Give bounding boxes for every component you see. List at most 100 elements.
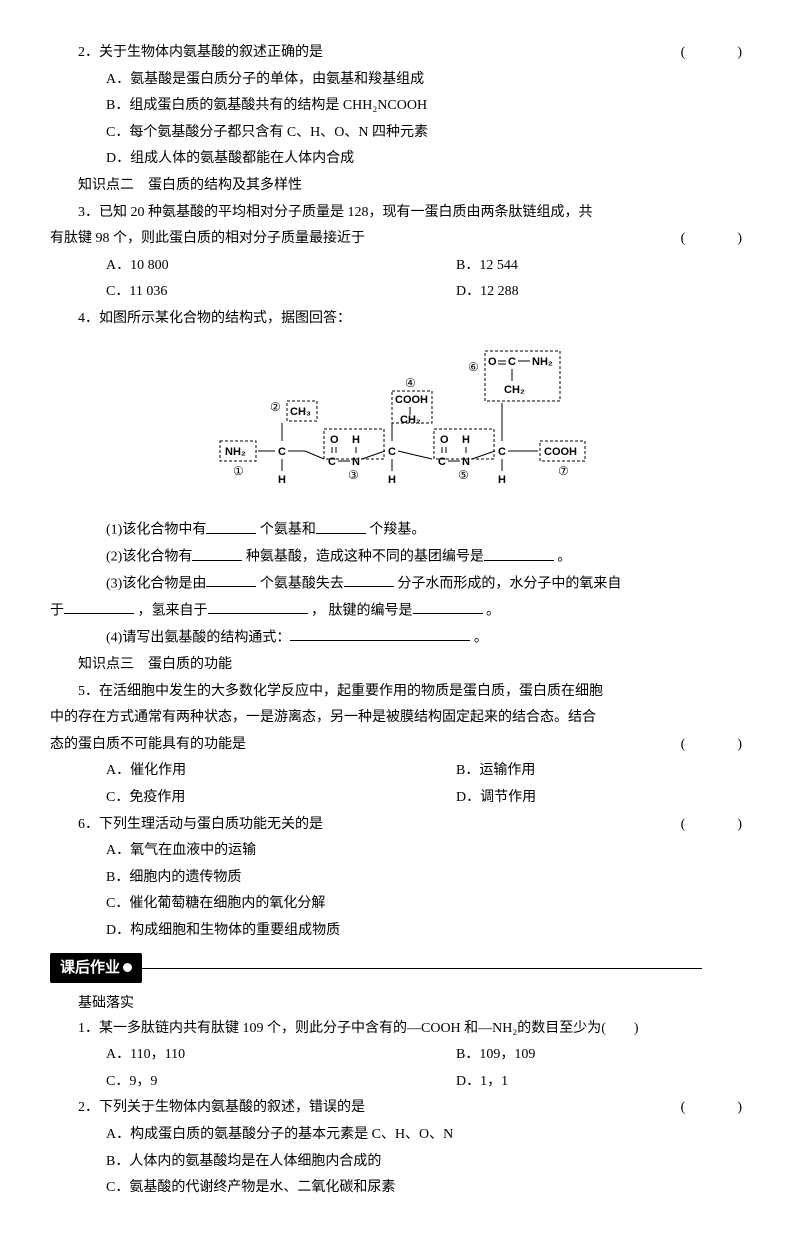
q4-1: (1)该化合物中有 个氨基和 个羧基。 <box>50 517 750 544</box>
q5-l2: 中的存在方式通常有两种状态，一是游离态，另一种是被膜结构固定起来的结合态。结合 <box>50 705 750 732</box>
blank[interactable] <box>208 598 308 614</box>
svg-text:COOH: COOH <box>544 446 577 458</box>
q6-opt-b: B．细胞内的遗传物质 <box>50 865 750 892</box>
p1-opt-c: C．9，9 <box>50 1069 400 1096</box>
q3-line2: 有肽键 98 个，则此蛋白质的相对分子质量最接近于 ( ) <box>50 226 750 253</box>
blank[interactable] <box>413 598 483 614</box>
p1-opt-b: B．109，109 <box>400 1042 750 1069</box>
q3-opt-d: D．12 288 <box>400 279 750 306</box>
q4-1c: 个羧基。 <box>369 523 425 538</box>
q4-4a-t: (4)请写出氨基酸的结构通式： <box>106 630 290 645</box>
q3-line1: 3．已知 20 种氨基酸的平均相对分子质量是 128，现有一蛋白质由两条肽链组成… <box>50 200 750 227</box>
blank[interactable] <box>344 571 394 587</box>
p2-stem: 2．下列关于生物体内氨基酸的叙述，错误的是 ( ) <box>50 1095 750 1122</box>
q4-stem: 4．如图所示某化合物的结构式，据图回答： <box>50 306 750 333</box>
p2-opt-a: A．构成蛋白质的氨基酸分子的基本元素是 C、H、O、N <box>50 1122 750 1149</box>
q6-opt-c: C．催化葡萄糖在细胞内的氧化分解 <box>50 891 750 918</box>
knowledge-point-2: 知识点二 蛋白质的结构及其多样性 <box>50 173 750 200</box>
q5-opt-b: B．运输作用 <box>400 758 750 785</box>
svg-text:CH₂: CH₂ <box>504 384 525 396</box>
q4-2c: 。 <box>557 550 571 565</box>
q3-row1: A．10 800 B．12 544 <box>50 253 750 280</box>
svg-text:C: C <box>438 456 446 468</box>
svg-text:H: H <box>278 474 286 486</box>
q3-paren: ( ) <box>681 226 750 253</box>
q5-opt-d: D．调节作用 <box>400 785 750 812</box>
svg-text:④: ④ <box>405 376 416 390</box>
q4-3d-t: 于 <box>50 603 64 618</box>
subsection-basic: 基础落实 <box>50 989 750 1016</box>
q2-opt-b: B．组成蛋白质的氨基酸共有的结构是 CHH₂NCOOH <box>50 93 750 120</box>
p2-opt-c: C．氨基酸的代谢终产物是水、二氧化碳和尿素 <box>50 1175 750 1202</box>
p1-opt-d: D．1，1 <box>400 1069 750 1096</box>
svg-text:O: O <box>488 356 497 368</box>
diagram-svg: .t{font-family:Arial,sans-serif;font-siz… <box>200 341 600 501</box>
q4-3b: 于 ，氢来自于 ， 肽键的编号是 。 <box>50 598 750 625</box>
q4-2a: (2)该化合物有 <box>106 550 192 565</box>
svg-text:COOH: COOH <box>395 394 428 406</box>
q5-opt-c: C．免疫作用 <box>50 785 400 812</box>
svg-text:H: H <box>462 434 470 446</box>
q2-opt-c: C．每个氨基酸分子都只含有 C、H、O、N 四种元素 <box>50 120 750 147</box>
q3-opt-a: A．10 800 <box>50 253 400 280</box>
q5-l1: 5．在活细胞中发生的大多数化学反应中，起重要作用的物质是蛋白质，蛋白质在细胞 <box>50 679 750 706</box>
q6-opt-d: D．构成细胞和生物体的重要组成物质 <box>50 918 750 945</box>
q5-l3: 态的蛋白质不可能具有的功能是 ( ) <box>50 732 750 759</box>
q2-opt-d: D．组成人体的氨基酸都能在人体内合成 <box>50 146 750 173</box>
q6-opt-a: A．氧气在血液中的运输 <box>50 838 750 865</box>
svg-text:NH₂: NH₂ <box>532 356 553 368</box>
svg-text:C: C <box>328 456 336 468</box>
svg-text:O: O <box>330 434 339 446</box>
svg-text:⑤: ⑤ <box>458 468 469 482</box>
svg-text:C: C <box>388 446 396 458</box>
q5-opt-a: A．催化作用 <box>50 758 400 785</box>
svg-text:O: O <box>440 434 449 446</box>
q6-paren: ( ) <box>681 812 750 839</box>
blank[interactable] <box>290 625 470 641</box>
svg-text:C: C <box>508 356 516 368</box>
blank[interactable] <box>206 517 256 533</box>
q4-1a: (1)该化合物中有 <box>106 523 206 538</box>
q2-stem: 2．关于生物体内氨基酸的叙述正确的是 ( ) <box>50 40 750 67</box>
svg-text:C: C <box>278 446 286 458</box>
blank[interactable] <box>206 571 256 587</box>
svg-text:N: N <box>352 456 360 468</box>
p2-stem-t: 2．下列关于生物体内氨基酸的叙述，错误的是 <box>78 1100 365 1115</box>
q4-3f-t: ， 肽键的编号是 <box>311 603 413 618</box>
q5-paren: ( ) <box>681 732 750 759</box>
p1-stem-t: 1．某一多肽链内共有肽键 109 个，则此分子中含有的—COOH 和—NH₂的数… <box>78 1021 639 1036</box>
q4-2: (2)该化合物有 种氨基酸，造成这种不同的基团编号是 。 <box>50 544 750 571</box>
peptide-diagram: .t{font-family:Arial,sans-serif;font-siz… <box>50 341 750 512</box>
blank[interactable] <box>192 544 242 560</box>
svg-text:③: ③ <box>348 468 359 482</box>
blank[interactable] <box>484 544 554 560</box>
p1-stem: 1．某一多肽链内共有肽键 109 个，则此分子中含有的—COOH 和—NH₂的数… <box>50 1016 750 1043</box>
svg-text:②: ② <box>270 400 281 414</box>
banner-text: 课后作业 <box>60 959 120 976</box>
blank[interactable] <box>64 598 134 614</box>
q4-3g-t: 。 <box>486 603 500 618</box>
q6-stem: 6．下列生理活动与蛋白质功能无关的是 ( ) <box>50 812 750 839</box>
svg-text:H: H <box>388 474 396 486</box>
q6-stem-t: 6．下列生理活动与蛋白质功能无关的是 <box>78 817 323 832</box>
q3-row2: C．11 036 D．12 288 <box>50 279 750 306</box>
q4-3e-t: ，氢来自于 <box>138 603 208 618</box>
p2-paren: ( ) <box>681 1095 750 1122</box>
svg-text:CH₃: CH₃ <box>290 406 311 418</box>
svg-text:H: H <box>352 434 360 446</box>
q2-opt-a: A．氨基酸是蛋白质分子的单体，由氨基和羧基组成 <box>50 67 750 94</box>
svg-text:N: N <box>462 456 470 468</box>
q4-3c-t: 分子水而形成的，水分子中的氧来自 <box>397 576 621 591</box>
p1-opt-a: A．110，110 <box>50 1042 400 1069</box>
q4-4b-t: 。 <box>474 630 488 645</box>
p1-row1: A．110，110 B．109，109 <box>50 1042 750 1069</box>
q3-opt-b: B．12 544 <box>400 253 750 280</box>
svg-text:H: H <box>498 474 506 486</box>
q2-text: 2．关于生物体内氨基酸的叙述正确的是 <box>78 45 323 60</box>
svg-text:⑦: ⑦ <box>558 464 569 478</box>
svg-text:C: C <box>498 446 506 458</box>
q3-l2-text: 有肽键 98 个，则此蛋白质的相对分子质量最接近于 <box>50 231 365 246</box>
blank[interactable] <box>316 517 366 533</box>
q2-paren: ( ) <box>681 40 750 67</box>
q4-1b: 个氨基和 <box>260 523 316 538</box>
